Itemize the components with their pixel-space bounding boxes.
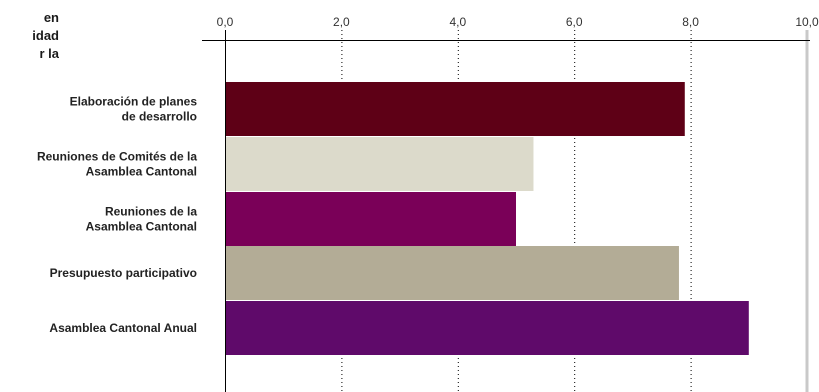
chart-title: en idad r la xyxy=(32,10,59,61)
x-tick-label: 2,0 xyxy=(333,15,350,29)
category-label: Reuniones de la xyxy=(105,205,197,219)
labels-layer: 0,0 2,0 4,0 6,0 8,0 10,0 Elaboración de planes… xyxy=(37,15,819,335)
x-tick-label: 10,0 xyxy=(795,15,819,29)
category-label: Asamblea Cantonal xyxy=(86,165,197,179)
bar xyxy=(226,137,534,191)
bar xyxy=(226,246,679,300)
bar xyxy=(226,301,749,355)
category-label: de desarrollo xyxy=(122,110,197,124)
category-label: Elaboración de planes xyxy=(70,95,198,109)
x-tick-label: 4,0 xyxy=(449,15,466,29)
axis-layer xyxy=(202,30,810,392)
x-tick-label: 0,0 xyxy=(217,15,234,29)
bar xyxy=(226,82,685,136)
category-label: Asamblea Cantonal Anual xyxy=(49,321,197,335)
x-tick-label: 6,0 xyxy=(566,15,583,29)
category-label: Reuniones de Comités de la xyxy=(37,150,197,164)
category-label: Asamblea Cantonal xyxy=(86,220,197,234)
category-label: Presupuesto participativo xyxy=(50,266,197,280)
bar xyxy=(226,192,516,246)
x-tick-label: 8,0 xyxy=(682,15,699,29)
bars-layer xyxy=(226,82,749,355)
